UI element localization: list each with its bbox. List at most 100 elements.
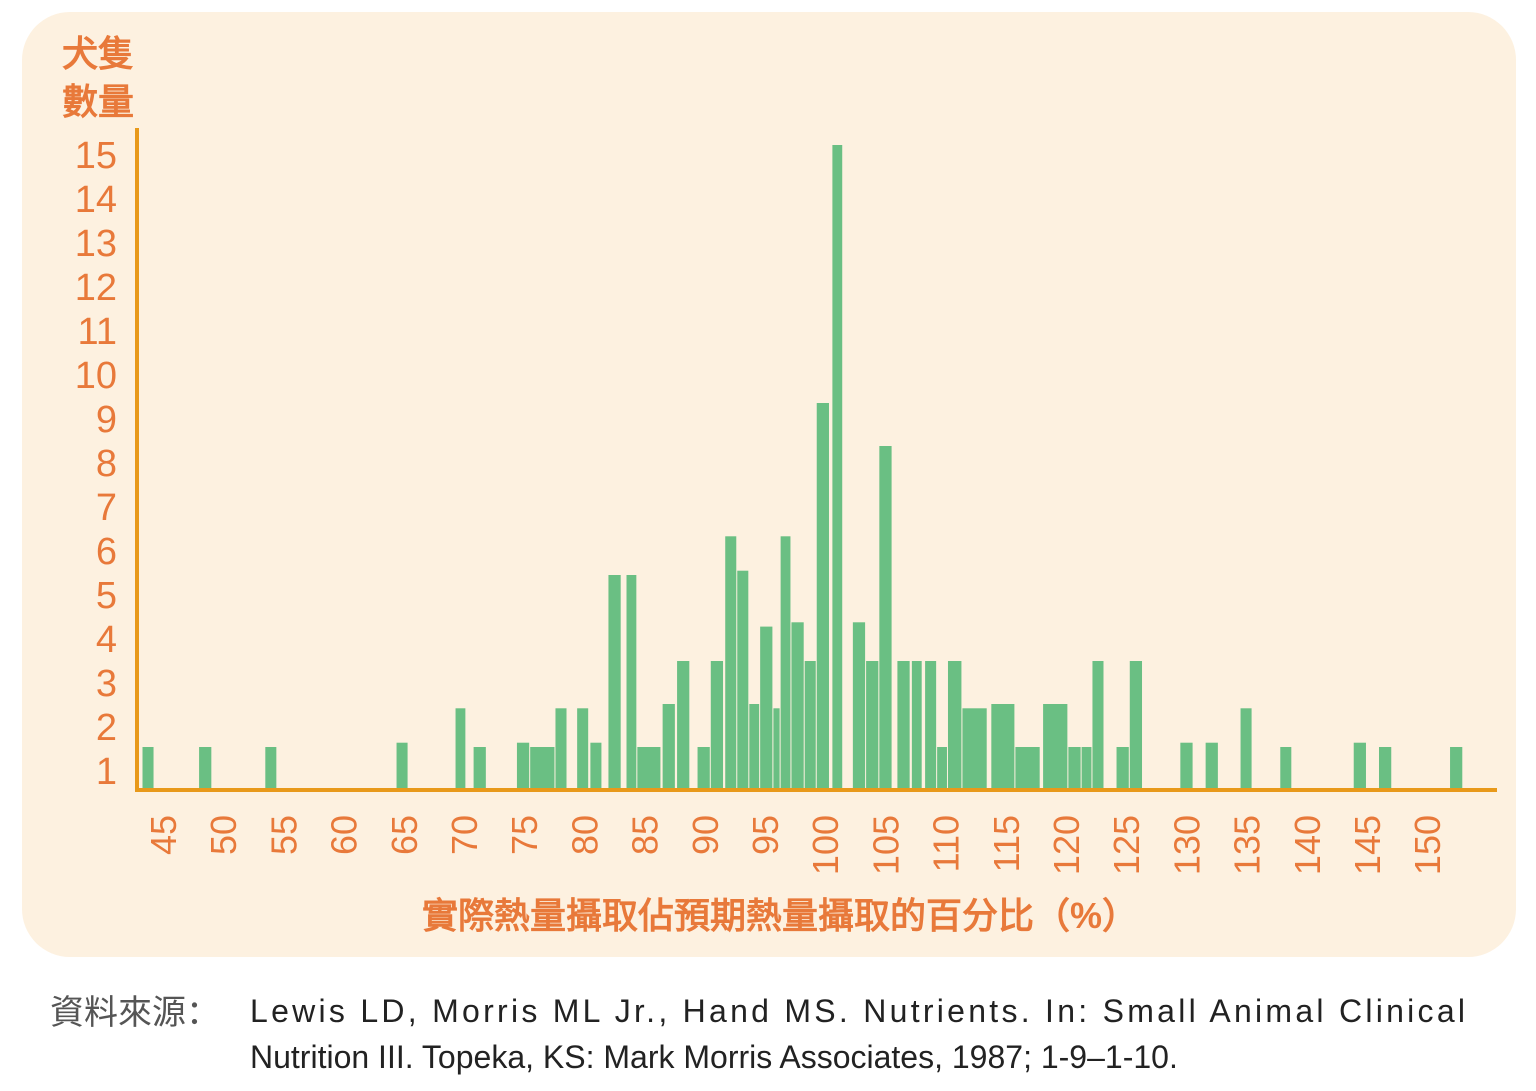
y-tick-label: 12 bbox=[75, 267, 117, 309]
bar-40 bbox=[1068, 747, 1081, 790]
y-tick-label: 10 bbox=[75, 355, 117, 397]
x-tick-label: 60 bbox=[324, 815, 365, 855]
bar-26 bbox=[816, 403, 829, 790]
bar-20 bbox=[749, 704, 760, 790]
y-tick-label: 1 bbox=[96, 751, 117, 793]
x-tick-label: 120 bbox=[1046, 815, 1087, 875]
y-tick-label: 4 bbox=[96, 619, 117, 661]
bar-29 bbox=[866, 661, 879, 790]
bar-42 bbox=[1092, 661, 1104, 790]
x-tick-label: 110 bbox=[926, 815, 967, 872]
chart-panel bbox=[22, 12, 1516, 957]
y-tick-label: 7 bbox=[96, 487, 117, 529]
x-tick-labels: 45 50 55 60 65 70 75 80 85 90 95 100 105 110 115 120 125… bbox=[143, 815, 1448, 875]
bar-8 bbox=[555, 708, 567, 790]
y-axis-title-line2: 數量 bbox=[62, 81, 134, 122]
bar-15 bbox=[677, 661, 690, 790]
x-tick-label: 45 bbox=[143, 815, 184, 855]
x-tick-label: 145 bbox=[1347, 815, 1388, 875]
source-citation-line1: Lewis LD, Morris ML Jr., Hand MS. Nutrie… bbox=[250, 993, 1465, 1029]
x-tick-label: 90 bbox=[685, 815, 726, 855]
bar-35 bbox=[947, 661, 962, 790]
x-axis-title: 實際熱量攝取佔預期熱量攝取的百分比（%） bbox=[422, 895, 1138, 936]
x-tick-label: 115 bbox=[986, 815, 1027, 872]
x-tick-label: 70 bbox=[444, 815, 485, 855]
bar-27 bbox=[832, 145, 843, 790]
x-tick-label: 130 bbox=[1166, 815, 1207, 875]
y-tick-label: 6 bbox=[96, 531, 117, 573]
bar-44 bbox=[1129, 661, 1143, 790]
bar-1 bbox=[199, 747, 212, 790]
bar-24 bbox=[791, 622, 804, 790]
bar-12 bbox=[626, 575, 637, 790]
y-tick-label: 9 bbox=[96, 399, 117, 441]
bar-5 bbox=[473, 747, 486, 790]
bar-45 bbox=[1180, 742, 1193, 790]
y-tick-label: 8 bbox=[96, 443, 117, 485]
bar-51 bbox=[1450, 747, 1463, 790]
bars-group bbox=[142, 145, 1463, 790]
bar-19 bbox=[737, 570, 749, 790]
x-tick-label: 80 bbox=[564, 815, 605, 855]
bar-48 bbox=[1280, 747, 1292, 790]
bar-41 bbox=[1081, 747, 1092, 790]
bar-39 bbox=[1043, 704, 1068, 790]
bar-28 bbox=[852, 622, 866, 790]
bar-18 bbox=[725, 536, 737, 790]
bar-14 bbox=[662, 704, 675, 790]
x-tick-label: 55 bbox=[263, 815, 304, 855]
bar-7 bbox=[530, 747, 555, 790]
bar-4 bbox=[455, 708, 466, 790]
y-tick-label: 11 bbox=[78, 311, 117, 353]
source-label: 資料來源： bbox=[50, 994, 220, 1032]
y-axis-title-line1: 犬隻 bbox=[62, 33, 134, 74]
x-tick-label: 150 bbox=[1407, 815, 1448, 875]
bar-34 bbox=[937, 747, 947, 790]
bar-22 bbox=[773, 708, 780, 790]
bar-10 bbox=[590, 742, 602, 790]
bar-11 bbox=[608, 575, 621, 790]
bar-37 bbox=[991, 704, 1015, 790]
x-tick-label: 95 bbox=[745, 815, 786, 855]
bar-23 bbox=[780, 536, 791, 790]
bar-16 bbox=[697, 747, 710, 790]
bar-2 bbox=[265, 747, 277, 790]
bar-49 bbox=[1353, 742, 1366, 790]
y-tick-label: 2 bbox=[96, 707, 117, 749]
bar-17 bbox=[710, 661, 724, 790]
y-tick-label: 3 bbox=[96, 663, 117, 705]
bar-25 bbox=[804, 661, 816, 790]
bar-31 bbox=[897, 661, 910, 790]
bar-21 bbox=[760, 626, 773, 790]
bar-38 bbox=[1015, 747, 1040, 790]
bar-30 bbox=[879, 446, 892, 790]
bar-6 bbox=[516, 742, 530, 790]
x-tick-label: 85 bbox=[625, 815, 666, 855]
y-tick-label: 13 bbox=[75, 223, 117, 265]
bar-46 bbox=[1205, 742, 1218, 790]
bar-0 bbox=[142, 747, 154, 790]
bar-43 bbox=[1116, 747, 1129, 790]
bar-36 bbox=[962, 708, 987, 790]
x-tick-label: 65 bbox=[384, 815, 425, 855]
x-tick-label: 100 bbox=[805, 815, 846, 875]
x-tick-label: 105 bbox=[865, 815, 906, 875]
bar-3 bbox=[396, 742, 408, 790]
y-tick-label: 15 bbox=[75, 135, 117, 177]
source-citation-line2: Nutrition III. Topeka, KS: Mark Morris A… bbox=[250, 1039, 1178, 1075]
y-tick-label: 14 bbox=[75, 179, 117, 221]
bar-47 bbox=[1240, 708, 1252, 790]
x-tick-label: 140 bbox=[1287, 815, 1328, 875]
x-tick-label: 50 bbox=[203, 815, 244, 855]
x-tick-label: 135 bbox=[1227, 815, 1268, 875]
x-tick-label: 75 bbox=[504, 815, 545, 855]
bar-32 bbox=[911, 661, 922, 790]
bar-9 bbox=[577, 708, 589, 790]
bar-13 bbox=[637, 747, 661, 790]
bar-50 bbox=[1379, 747, 1392, 790]
y-tick-label: 5 bbox=[96, 575, 117, 617]
x-tick-label: 125 bbox=[1106, 815, 1147, 875]
bar-33 bbox=[925, 661, 937, 790]
